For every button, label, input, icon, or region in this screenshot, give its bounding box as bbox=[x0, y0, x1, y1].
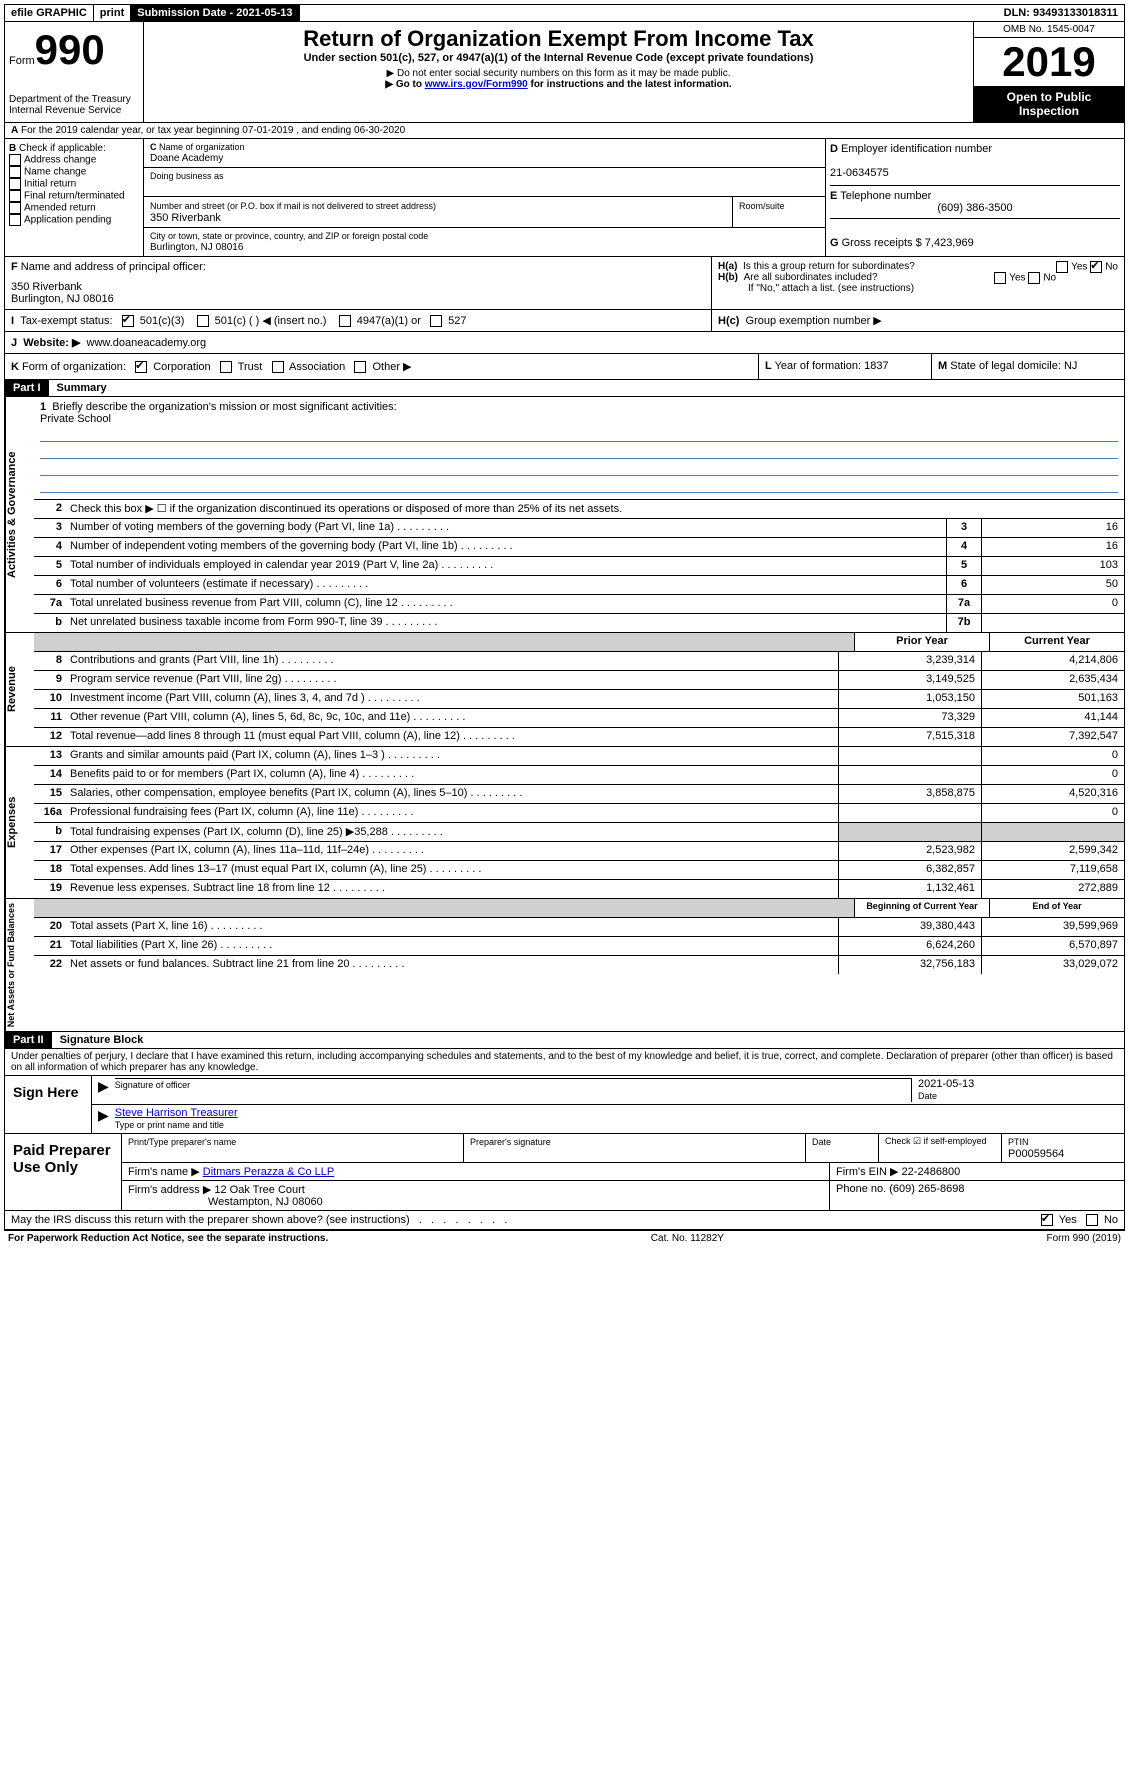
tax-year: 2019 bbox=[974, 38, 1124, 86]
form-number: 990 bbox=[35, 26, 105, 73]
firm-name[interactable]: Ditmars Perazza & Co LLP bbox=[203, 1166, 334, 1178]
box-deg: D Employer identification number21-06345… bbox=[825, 139, 1124, 256]
omb-number: OMB No. 1545-0047 bbox=[974, 22, 1124, 38]
website: www.doaneacademy.org bbox=[87, 337, 207, 349]
form-title: Return of Organization Exempt From Incom… bbox=[148, 26, 969, 52]
note-goto: ▶ Go to www.irs.gov/Form990 for instruct… bbox=[148, 79, 969, 90]
box-b: B Check if applicable: Address change Na… bbox=[5, 139, 144, 256]
open-public: Open to Public Inspection bbox=[974, 86, 1124, 122]
street: 350 Riverbank bbox=[150, 212, 221, 224]
dln: DLN: 93493133018311 bbox=[998, 5, 1124, 21]
gross-receipts: 7,423,969 bbox=[925, 237, 974, 249]
part1-header: Part I Summary bbox=[4, 380, 1125, 397]
org-name: Doane Academy bbox=[150, 153, 223, 164]
section-i: I Tax-exempt status: 501(c)(3) 501(c) ( … bbox=[4, 310, 1125, 332]
irs-label: Internal Revenue Service bbox=[9, 105, 139, 116]
form-label: Form bbox=[9, 55, 35, 67]
print-button[interactable]: print bbox=[94, 5, 131, 21]
part2-header: Part II Signature Block bbox=[4, 1032, 1125, 1049]
form-subtitle: Under section 501(c), 527, or 4947(a)(1)… bbox=[148, 52, 969, 64]
preparer-block: Paid Preparer Use Only Print/Type prepar… bbox=[4, 1134, 1125, 1211]
sign-here-label: Sign Here bbox=[5, 1076, 92, 1133]
top-bar: efile GRAPHIC print Submission Date - 20… bbox=[4, 4, 1125, 22]
mission: Private School bbox=[40, 413, 111, 425]
note-ssn: ▶ Do not enter social security numbers o… bbox=[148, 68, 969, 79]
section-bcd: B Check if applicable: Address change Na… bbox=[4, 139, 1125, 257]
phone: (609) 386-3500 bbox=[830, 202, 1120, 214]
box-c: C Name of organizationDoane Academy Doin… bbox=[144, 139, 825, 256]
section-klm: K Form of organization: Corporation Trus… bbox=[4, 354, 1125, 380]
governance-section: Activities & Governance 1 Briefly descri… bbox=[4, 397, 1125, 633]
expenses-section: Expenses 13Grants and similar amounts pa… bbox=[4, 747, 1125, 899]
officer-name[interactable]: Steve Harrison Treasurer bbox=[115, 1107, 238, 1119]
submission-date: Submission Date - 2021-05-13 bbox=[131, 5, 299, 21]
section-fh: F Name and address of principal officer:… bbox=[4, 257, 1125, 310]
penalty-text: Under penalties of perjury, I declare th… bbox=[5, 1049, 1124, 1075]
ein: 21-0634575 bbox=[830, 167, 889, 179]
city: Burlington, NJ 08016 bbox=[150, 242, 243, 253]
efile-label: efile GRAPHIC bbox=[5, 5, 94, 21]
paid-preparer-label: Paid Preparer Use Only bbox=[5, 1134, 122, 1210]
form-header: Form990 Department of the Treasury Inter… bbox=[4, 22, 1125, 123]
netassets-section: Net Assets or Fund Balances Beginning of… bbox=[4, 899, 1125, 1032]
irs-link[interactable]: www.irs.gov/Form990 bbox=[425, 79, 528, 90]
line-a: A For the 2019 calendar year, or tax yea… bbox=[4, 123, 1125, 139]
revenue-section: Revenue Prior Year Current Year 8Contrib… bbox=[4, 633, 1125, 747]
section-j: J Website: ▶ www.doaneacademy.org bbox=[4, 332, 1125, 354]
signature-block: Under penalties of perjury, I declare th… bbox=[4, 1049, 1125, 1134]
may-irs-discuss: May the IRS discuss this return with the… bbox=[4, 1211, 1125, 1230]
footer: For Paperwork Reduction Act Notice, see … bbox=[4, 1230, 1125, 1246]
dept-treasury: Department of the Treasury bbox=[9, 94, 139, 105]
